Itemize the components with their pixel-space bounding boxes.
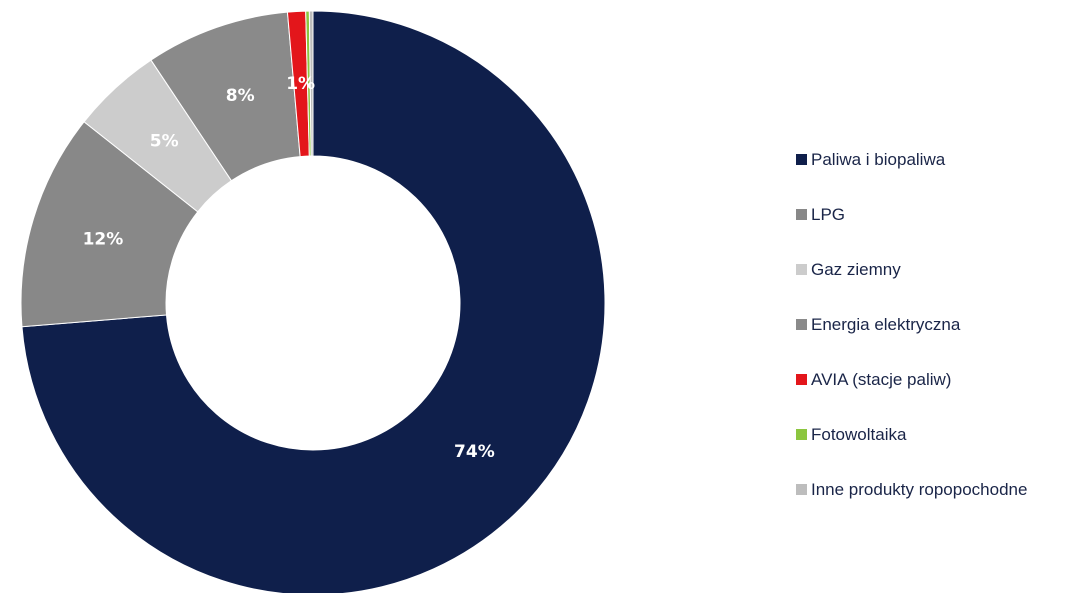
- legend-swatch: [796, 264, 807, 275]
- legend-label: Gaz ziemny: [811, 259, 901, 279]
- legend-item-lpg: LPG: [796, 187, 1027, 242]
- data-label-energia-elektryczna: 8%: [226, 86, 255, 106]
- legend-swatch: [796, 209, 807, 220]
- legend-swatch: [796, 374, 807, 385]
- legend-item-avia-stacje-paliw: AVIA (stacje paliw): [796, 352, 1027, 407]
- legend-swatch: [796, 154, 807, 165]
- legend-item-inne-produkty-ropopochodne: Inne produkty ropopochodne: [796, 462, 1027, 517]
- legend-swatch: [796, 484, 807, 495]
- legend-item-energia-elektryczna: Energia elektryczna: [796, 297, 1027, 352]
- chart-legend: Paliwa i biopaliwa LPG Gaz ziemny Energia e…: [796, 132, 1027, 517]
- legend-swatch: [796, 429, 807, 440]
- data-label-avia-stacje-paliw: 1%: [286, 74, 315, 94]
- data-label-paliwa-i-biopaliwa: 74%: [454, 442, 495, 462]
- slice-paliwa-i-biopaliwa: [21, 10, 606, 593]
- legend-label: Fotowoltaika: [811, 424, 907, 444]
- legend-item-fotowoltaika: Fotowoltaika: [796, 407, 1027, 462]
- legend-item-paliwa-i-biopaliwa: Paliwa i biopaliwa: [796, 132, 1027, 187]
- slice-lpg: [20, 121, 199, 328]
- data-label-gaz-ziemny: 5%: [150, 132, 179, 152]
- legend-label: Inne produkty ropopochodne: [811, 479, 1028, 499]
- legend-item-gaz-ziemny: Gaz ziemny: [796, 242, 1027, 297]
- slice-labels: 74% 12% 5% 8% 1%: [83, 74, 495, 462]
- donut-slices: [20, 10, 606, 593]
- slice-inne-produkty-ropopochodne: [308, 10, 314, 157]
- legend-label: Paliwa i biopaliwa: [811, 149, 946, 169]
- legend-label: AVIA (stacje paliw): [811, 369, 952, 389]
- legend-label: Energia elektryczna: [811, 314, 961, 334]
- legend-label: LPG: [811, 204, 846, 224]
- data-label-lpg: 12%: [83, 229, 124, 249]
- legend-swatch: [796, 319, 807, 330]
